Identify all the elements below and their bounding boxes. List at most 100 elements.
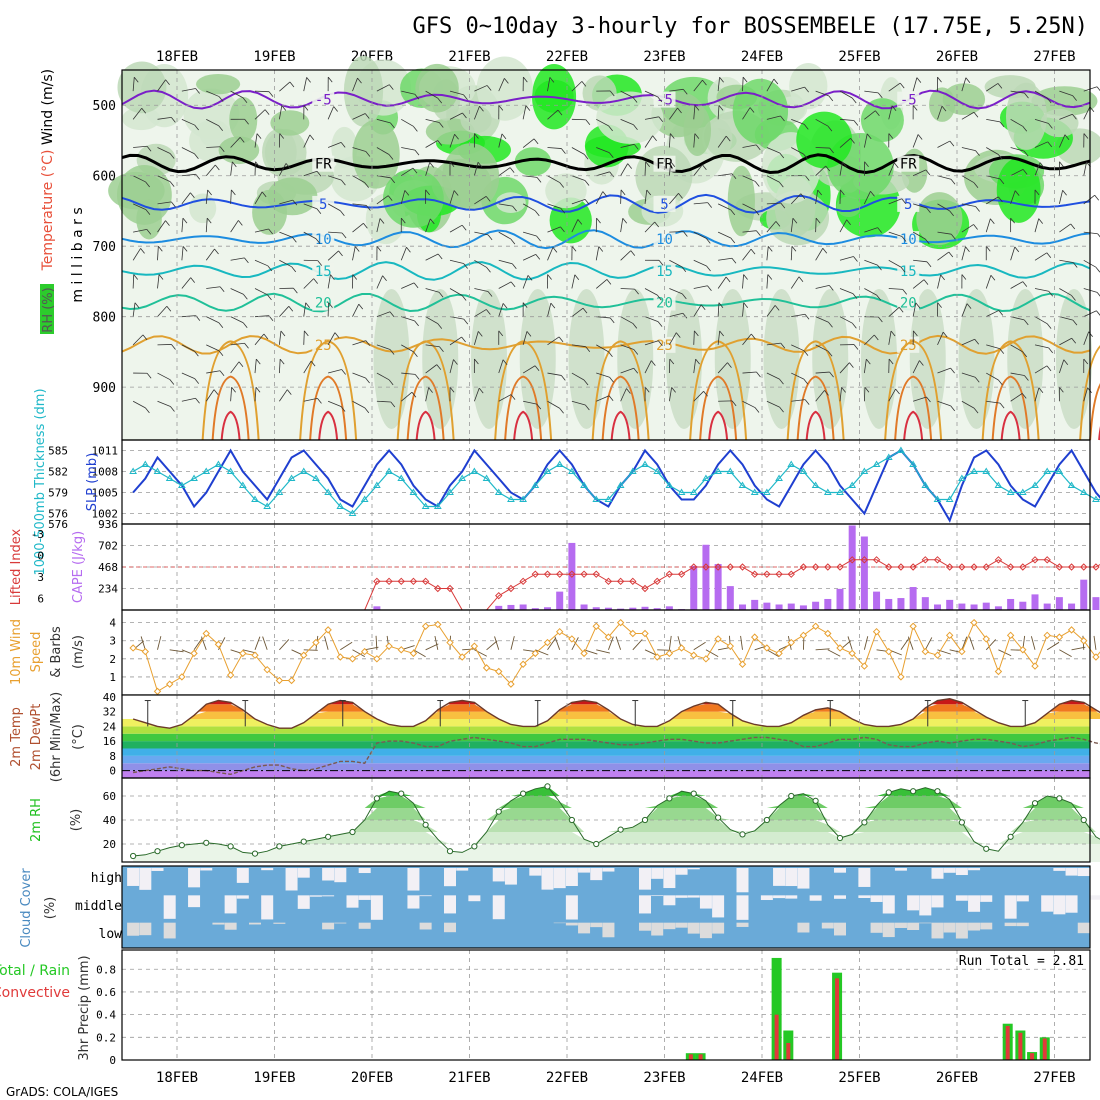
- wind-barb-flag: [571, 246, 577, 252]
- thickness-tick-label: 585: [48, 445, 68, 458]
- wind-barb: [205, 248, 215, 261]
- wind-barb: [303, 360, 312, 374]
- wind-barb-flag: [1071, 338, 1077, 344]
- wind10-marker: [555, 627, 564, 636]
- wind-barb-flag: [414, 93, 420, 100]
- wind-legend-label: Wind (m/s): [40, 69, 56, 145]
- wind-barb-flag: [651, 360, 656, 366]
- li-marker: [799, 563, 808, 571]
- cloud-clear-cell: [943, 922, 956, 933]
- wind-barb-flag: [780, 342, 786, 349]
- isotherm-25-loop: [396, 340, 455, 441]
- wind-barb: [864, 191, 871, 205]
- rh-blob: [942, 83, 986, 116]
- thickness-marker: [897, 446, 905, 453]
- wind-barb: [254, 288, 268, 296]
- wind-barb: [181, 397, 196, 402]
- wind-barb-flag: [400, 217, 406, 224]
- rh-marker: [520, 790, 527, 797]
- wind-barb: [205, 218, 208, 233]
- wind-barb-flag: [1014, 190, 1020, 196]
- wind-barb-flag: [965, 77, 971, 83]
- wind-barb: [1034, 162, 1041, 176]
- wind-barb-flag: [263, 333, 269, 340]
- wind-barb: [230, 189, 232, 204]
- temp-tick-label: 0: [109, 765, 116, 778]
- wind10-barb: [262, 636, 268, 650]
- wind-barb: [937, 140, 951, 148]
- wind10-marker: [726, 642, 735, 650]
- wind-barb: [912, 134, 919, 148]
- wind-barb-flag: [158, 274, 164, 280]
- wind-barb: [1010, 316, 1025, 321]
- wind10-barb: [425, 643, 439, 651]
- wind-barb-flag: [937, 302, 942, 308]
- wind-barb-flag: [779, 406, 784, 413]
- wind-barb: [376, 400, 391, 403]
- li-tick-label: 6: [37, 593, 44, 606]
- rh-tick-label: 60: [103, 790, 116, 803]
- wind-barb-flag: [1096, 86, 1100, 92]
- rh-blob: [996, 157, 1041, 223]
- wind-barb: [717, 203, 731, 211]
- rh-column: [373, 288, 410, 429]
- wind-barb-flag: [414, 320, 419, 327]
- isotherm-label-bg: [312, 91, 335, 108]
- wind-barb-flag: [449, 161, 455, 167]
- wind-barb-flag: [549, 77, 555, 83]
- wind-barb: [742, 333, 752, 346]
- wind-barb: [864, 227, 878, 233]
- wind-barb: [912, 279, 925, 289]
- wind-barb: [401, 316, 415, 322]
- cloud-clear-cell: [882, 895, 895, 914]
- temp-tick-label: 40: [103, 691, 116, 704]
- temp-axis-label-2: 2m DewPt: [29, 704, 44, 771]
- wind-barb: [815, 118, 829, 127]
- rh-blob: [262, 128, 297, 176]
- cloud-clear-cell: [127, 922, 140, 936]
- wind-barb: [669, 193, 679, 205]
- wind-barb-flag: [803, 124, 809, 130]
- cape-bar: [519, 604, 527, 610]
- wind-barb-flag: [303, 105, 309, 111]
- precip-total-legend: Total / Rain: [0, 963, 70, 979]
- wind-barb: [937, 400, 951, 407]
- wind10-marker: [604, 633, 613, 641]
- wind-barb: [181, 246, 184, 261]
- wind10-marker: [1067, 626, 1076, 634]
- cloud-frame: [121, 865, 1091, 949]
- thickness-marker: [872, 460, 881, 467]
- cape-bar: [544, 607, 551, 610]
- rh-marker: [934, 788, 941, 795]
- wind-barb-flag: [870, 191, 875, 197]
- rh-blob: [545, 173, 587, 209]
- wind-barb-flag: [941, 105, 947, 112]
- wind-barb-flag: [608, 351, 613, 357]
- wind10-marker: [1006, 631, 1015, 640]
- wind10-marker: [897, 673, 905, 681]
- li-marker: [897, 563, 905, 571]
- wind-barb: [1034, 218, 1040, 233]
- rh-marker: [568, 816, 575, 824]
- wind-barb-flag: [486, 267, 491, 273]
- wind-barb: [693, 105, 696, 120]
- wind-barb-flag: [658, 116, 664, 123]
- wind-barb-flag: [171, 117, 176, 123]
- wind-barb-flag: [1048, 123, 1053, 129]
- wind-barb-flag: [379, 218, 385, 224]
- wind10-marker: [641, 629, 649, 638]
- temp-band: [122, 718, 1090, 727]
- wind-barb-flag: [364, 113, 370, 119]
- wind-barb-flag: [1059, 386, 1064, 393]
- wind-barb: [352, 340, 366, 346]
- wind-barb-flag: [389, 311, 395, 318]
- wind10-barb: [583, 649, 598, 655]
- cloud-clear-cell: [809, 895, 822, 901]
- wind-barb-flag: [926, 396, 931, 403]
- wind-barb: [790, 276, 800, 289]
- cloud-clear-cell: [163, 922, 176, 939]
- top-date-axis: 18FEB 19FEB 20FEB 21FEB 22FEB 23FEB 24FEB 25FEB…: [156, 49, 1076, 65]
- thickness-marker: [129, 467, 138, 474]
- isotherm-label-bg: [312, 231, 335, 248]
- wind-barb: [595, 279, 608, 289]
